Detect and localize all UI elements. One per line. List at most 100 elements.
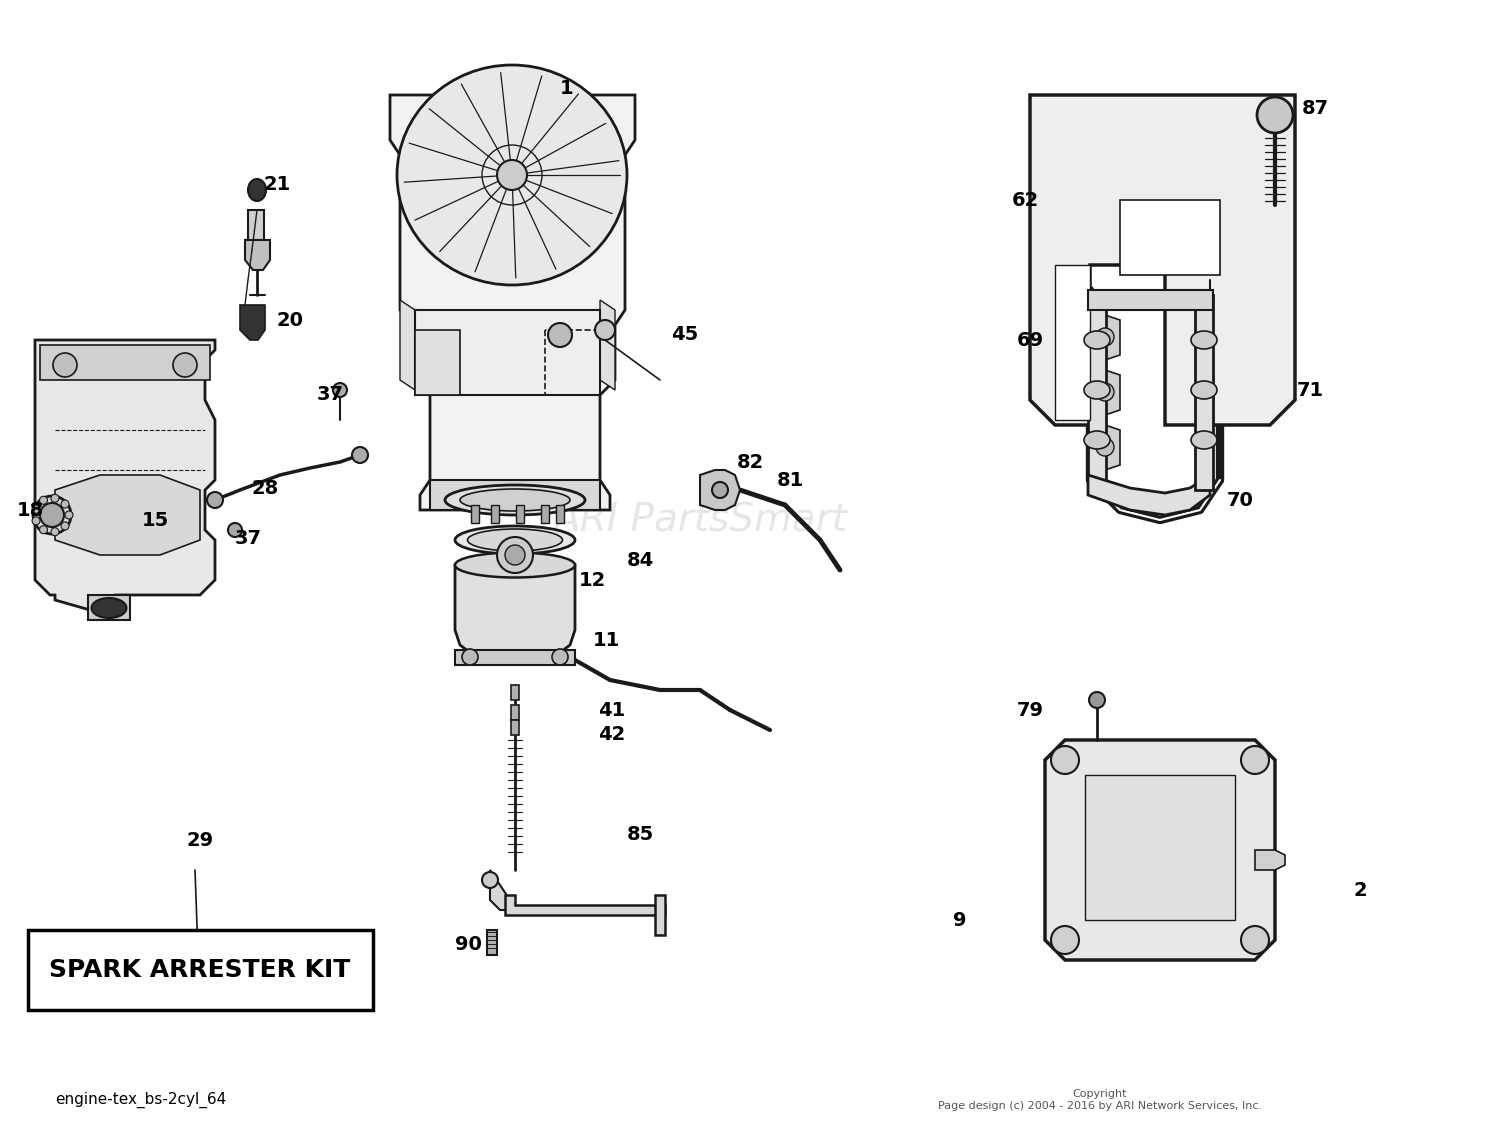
Circle shape bbox=[1089, 692, 1106, 707]
Polygon shape bbox=[1088, 290, 1214, 310]
Bar bbox=[1084, 775, 1234, 920]
Text: 84: 84 bbox=[627, 550, 654, 569]
Polygon shape bbox=[88, 595, 130, 620]
Circle shape bbox=[207, 492, 224, 508]
Circle shape bbox=[333, 383, 346, 398]
Circle shape bbox=[62, 500, 69, 508]
Circle shape bbox=[62, 522, 69, 530]
Polygon shape bbox=[1088, 295, 1106, 490]
Circle shape bbox=[64, 511, 74, 519]
Text: 62: 62 bbox=[1011, 191, 1038, 210]
Text: 42: 42 bbox=[598, 725, 625, 745]
FancyBboxPatch shape bbox=[28, 930, 374, 1010]
Polygon shape bbox=[400, 300, 416, 390]
Polygon shape bbox=[454, 650, 574, 665]
Circle shape bbox=[39, 526, 48, 533]
Polygon shape bbox=[1030, 95, 1294, 424]
Text: 45: 45 bbox=[672, 326, 699, 345]
Polygon shape bbox=[1196, 295, 1214, 490]
Text: 1: 1 bbox=[560, 79, 574, 98]
Polygon shape bbox=[244, 240, 270, 270]
Circle shape bbox=[596, 320, 615, 340]
Circle shape bbox=[53, 353, 76, 377]
Text: 87: 87 bbox=[1302, 99, 1329, 118]
Ellipse shape bbox=[92, 599, 126, 618]
Circle shape bbox=[39, 496, 48, 504]
Ellipse shape bbox=[460, 489, 570, 511]
Text: 12: 12 bbox=[579, 570, 606, 590]
Circle shape bbox=[1096, 438, 1114, 456]
Text: 85: 85 bbox=[627, 825, 654, 844]
Polygon shape bbox=[34, 340, 214, 610]
Polygon shape bbox=[1256, 850, 1286, 870]
Bar bbox=[516, 505, 524, 523]
Polygon shape bbox=[1088, 475, 1210, 515]
Text: 37: 37 bbox=[316, 385, 344, 404]
Text: 69: 69 bbox=[1017, 330, 1044, 349]
Polygon shape bbox=[656, 895, 664, 935]
Polygon shape bbox=[1090, 314, 1120, 360]
Circle shape bbox=[228, 523, 242, 537]
Text: 79: 79 bbox=[1017, 701, 1044, 720]
Polygon shape bbox=[416, 330, 460, 395]
Circle shape bbox=[1052, 746, 1078, 774]
Bar bbox=[512, 685, 519, 700]
Ellipse shape bbox=[454, 553, 574, 577]
Polygon shape bbox=[430, 480, 600, 510]
Text: 71: 71 bbox=[1296, 381, 1323, 400]
Text: 28: 28 bbox=[252, 478, 279, 497]
Ellipse shape bbox=[468, 529, 562, 551]
Polygon shape bbox=[700, 471, 740, 510]
Polygon shape bbox=[1090, 369, 1120, 416]
Circle shape bbox=[496, 159, 526, 190]
Ellipse shape bbox=[454, 526, 574, 554]
Text: 20: 20 bbox=[276, 310, 303, 329]
Bar bbox=[512, 705, 519, 720]
Circle shape bbox=[51, 528, 58, 536]
Polygon shape bbox=[56, 475, 200, 555]
Circle shape bbox=[496, 537, 532, 573]
Text: 2: 2 bbox=[1353, 880, 1366, 900]
Circle shape bbox=[40, 503, 64, 527]
Polygon shape bbox=[1090, 424, 1120, 471]
Text: ARI PartsSmart: ARI PartsSmart bbox=[554, 501, 848, 539]
Text: 81: 81 bbox=[777, 471, 804, 490]
Polygon shape bbox=[390, 95, 634, 510]
Polygon shape bbox=[40, 345, 210, 380]
Circle shape bbox=[1240, 746, 1269, 774]
Polygon shape bbox=[416, 310, 600, 395]
Circle shape bbox=[1052, 926, 1078, 955]
Text: 18: 18 bbox=[16, 501, 44, 520]
Circle shape bbox=[1257, 97, 1293, 133]
Text: SPARK ARRESTER KIT: SPARK ARRESTER KIT bbox=[50, 958, 351, 982]
Circle shape bbox=[1096, 328, 1114, 346]
Text: Copyright
Page design (c) 2004 - 2016 by ARI Network Services, Inc.: Copyright Page design (c) 2004 - 2016 by… bbox=[938, 1089, 1262, 1111]
Text: 37: 37 bbox=[234, 529, 261, 548]
Polygon shape bbox=[506, 895, 664, 915]
Ellipse shape bbox=[248, 179, 266, 201]
Ellipse shape bbox=[1084, 381, 1110, 399]
Ellipse shape bbox=[1084, 431, 1110, 449]
Circle shape bbox=[712, 482, 728, 497]
Bar bbox=[1120, 200, 1220, 275]
Text: 70: 70 bbox=[1227, 491, 1254, 510]
Bar bbox=[556, 505, 564, 523]
Text: 9: 9 bbox=[954, 911, 966, 930]
Bar bbox=[471, 505, 478, 523]
Circle shape bbox=[506, 545, 525, 565]
Text: 21: 21 bbox=[264, 175, 291, 194]
Polygon shape bbox=[600, 300, 615, 390]
Polygon shape bbox=[1054, 265, 1090, 420]
Circle shape bbox=[482, 871, 498, 888]
Circle shape bbox=[548, 323, 572, 347]
Bar bbox=[488, 930, 496, 955]
Text: 15: 15 bbox=[141, 511, 168, 530]
Ellipse shape bbox=[1191, 431, 1216, 449]
Circle shape bbox=[32, 517, 40, 524]
Text: 29: 29 bbox=[186, 831, 213, 849]
Bar bbox=[542, 505, 549, 523]
Polygon shape bbox=[490, 870, 510, 910]
Text: 11: 11 bbox=[592, 630, 619, 649]
Circle shape bbox=[352, 447, 368, 463]
Text: 41: 41 bbox=[598, 701, 625, 720]
